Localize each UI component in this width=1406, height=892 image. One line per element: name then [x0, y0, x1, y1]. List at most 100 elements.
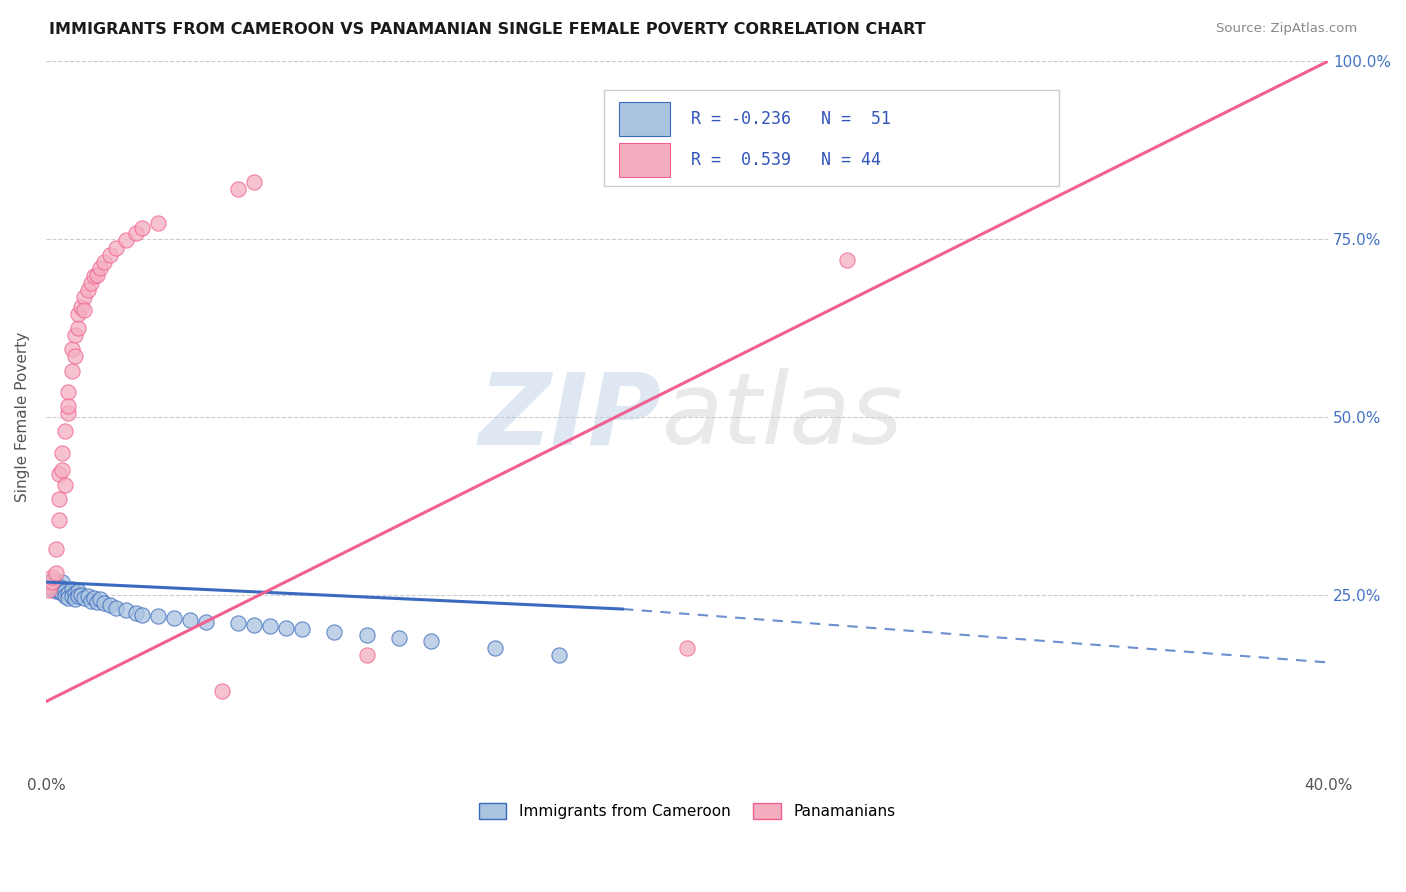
Point [66, 321, 89, 335]
Point [41, 570, 63, 584]
Point [38, 582, 60, 597]
Point [38, 579, 60, 593]
Point [226, 182, 249, 196]
Text: Source: ZipAtlas.com: Source: ZipAtlas.com [1216, 22, 1357, 36]
Point [276, 621, 298, 635]
Point [48, 491, 70, 506]
Point [58, 399, 80, 413]
Point [419, 634, 441, 648]
Point [195, 615, 218, 629]
Point [93, 596, 115, 610]
Point [38, 574, 60, 589]
Point [51, 463, 73, 477]
Point [60, 343, 83, 357]
Point [86, 268, 108, 282]
Bar [619, 143, 671, 178]
Point [48, 579, 70, 593]
Legend: Immigrants from Cameroon, Panamanians: Immigrants from Cameroon, Panamanians [472, 797, 901, 826]
Point [676, 641, 699, 656]
Point [243, 617, 266, 632]
Point [837, 253, 859, 268]
Y-axis label: Single Female Poverty: Single Female Poverty [15, 332, 30, 502]
Point [63, 586, 86, 600]
Point [89, 260, 111, 275]
Point [38, 579, 60, 593]
Point [226, 616, 249, 631]
Point [58, 586, 80, 600]
Text: IMMIGRANTS FROM CAMEROON VS PANAMANIAN SINGLE FEMALE POVERTY CORRELATION CHART: IMMIGRANTS FROM CAMEROON VS PANAMANIAN S… [49, 22, 925, 37]
Point [48, 513, 70, 527]
Point [45, 581, 67, 595]
Point [48, 584, 70, 599]
Bar [619, 102, 671, 136]
Point [58, 384, 80, 399]
Point [51, 581, 73, 595]
Point [724, 168, 747, 182]
Point [98, 248, 121, 262]
Point [76, 589, 98, 603]
Text: ZIP: ZIP [478, 368, 661, 466]
Point [179, 613, 201, 627]
Point [76, 283, 98, 297]
Point [58, 591, 80, 606]
Point [243, 175, 266, 189]
Point [70, 588, 93, 602]
Point [73, 303, 96, 318]
Point [53, 424, 76, 438]
Point [45, 576, 67, 591]
Point [115, 234, 138, 248]
Point [51, 574, 73, 589]
Point [115, 603, 138, 617]
Point [60, 364, 83, 378]
Point [211, 684, 233, 698]
Point [387, 631, 409, 645]
Point [63, 350, 86, 364]
Point [66, 583, 89, 598]
Point [73, 290, 96, 304]
Point [45, 584, 67, 599]
Point [45, 541, 67, 556]
Point [53, 589, 76, 603]
Text: R = -0.236   N =  51: R = -0.236 N = 51 [690, 110, 891, 128]
Point [41, 578, 63, 592]
Point [291, 622, 314, 636]
Point [58, 406, 80, 420]
Point [131, 221, 153, 235]
Point [259, 619, 281, 633]
Point [70, 300, 93, 314]
FancyBboxPatch shape [603, 89, 1059, 186]
Point [80, 276, 103, 290]
Point [356, 628, 378, 642]
Point [45, 566, 67, 581]
Point [125, 227, 148, 241]
Text: R =  0.539   N = 44: R = 0.539 N = 44 [690, 151, 882, 169]
Point [66, 307, 89, 321]
Point [163, 610, 186, 624]
Point [63, 592, 86, 607]
Point [105, 241, 128, 255]
Point [131, 607, 153, 622]
Point [41, 574, 63, 588]
Point [60, 589, 83, 603]
Point [356, 648, 378, 663]
Point [323, 624, 346, 639]
Point [93, 255, 115, 269]
Point [53, 584, 76, 599]
Point [41, 582, 63, 596]
Point [105, 600, 128, 615]
Point [146, 609, 169, 624]
Point [51, 445, 73, 459]
Point [125, 606, 148, 620]
Point [51, 586, 73, 600]
Point [73, 591, 96, 605]
Point [83, 268, 105, 283]
Point [80, 593, 103, 607]
Point [60, 582, 83, 596]
Point [484, 641, 506, 656]
Point [63, 328, 86, 343]
Point [146, 216, 169, 230]
Point [41, 574, 63, 589]
Point [48, 467, 70, 481]
Text: atlas: atlas [661, 368, 903, 466]
Point [83, 591, 105, 605]
